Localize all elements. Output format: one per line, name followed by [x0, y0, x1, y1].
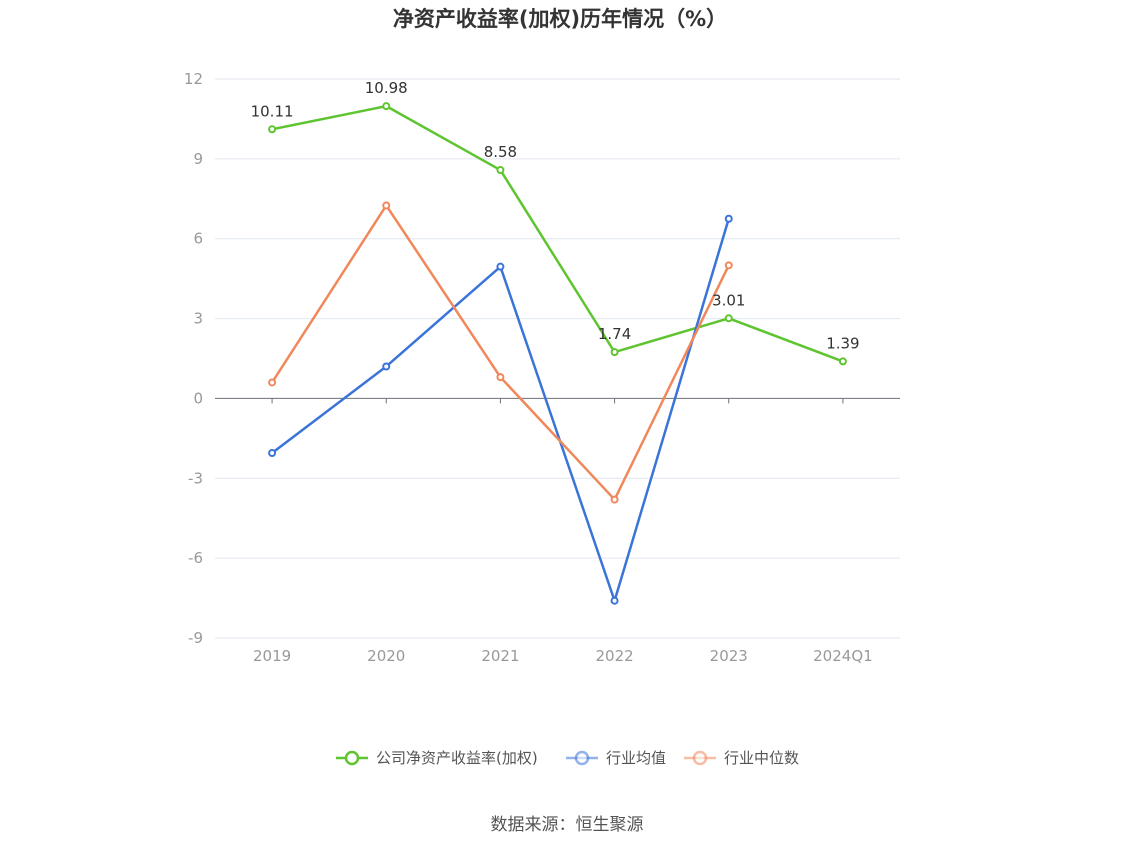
y-tick-label: 9 — [193, 150, 203, 168]
grid-lines — [215, 78, 900, 639]
legend-item-1[interactable]: 行业均值 — [566, 749, 666, 767]
legend-marker — [574, 750, 590, 766]
data-point[interactable] — [268, 448, 277, 457]
series-layer — [268, 102, 847, 605]
data-labels: 10.11 10.98 8.58 1.74 3.01 1.39 — [251, 79, 860, 352]
x-tick-label: 2022 — [595, 647, 633, 665]
data-label: 1.74 — [598, 325, 631, 343]
x-tick-label: 2020 — [367, 647, 405, 665]
data-point[interactable] — [496, 262, 505, 271]
data-point[interactable] — [724, 261, 733, 270]
data-label: 10.98 — [365, 79, 408, 97]
data-point[interactable] — [382, 362, 391, 371]
data-point[interactable] — [724, 314, 733, 323]
data-point[interactable] — [382, 102, 391, 111]
x-tick-label: 2023 — [710, 647, 748, 665]
data-point[interactable] — [496, 166, 505, 175]
legend-marker — [692, 750, 708, 766]
y-tick-label: 3 — [193, 310, 203, 328]
data-label: 10.11 — [251, 102, 294, 120]
series-line-2 — [271, 204, 730, 501]
series-line-0 — [271, 104, 844, 363]
data-point[interactable] — [268, 125, 277, 134]
data-point[interactable] — [610, 348, 619, 357]
y-tick-label: 6 — [193, 230, 203, 248]
data-point[interactable] — [724, 214, 733, 223]
y-tick-label: -9 — [188, 629, 203, 647]
data-label: 8.58 — [484, 143, 517, 161]
y-axis: 12 9 6 3 0 -3 -6 -9 — [184, 70, 203, 647]
y-tick-label: -6 — [188, 549, 203, 567]
legend-label: 行业均值 — [606, 749, 666, 767]
y-tick-label: 0 — [193, 389, 203, 407]
data-point[interactable] — [268, 378, 277, 387]
data-point[interactable] — [610, 495, 619, 504]
chart-title: 净资产收益率(加权)历年情况（%） — [393, 7, 727, 31]
data-point[interactable] — [610, 596, 619, 605]
x-tick-label: 2024Q1 — [813, 647, 873, 665]
data-label: 1.39 — [826, 334, 859, 352]
x-tick-label: 2021 — [481, 647, 519, 665]
data-label: 3.01 — [712, 291, 745, 309]
y-tick-label: -3 — [188, 469, 203, 487]
x-tick-label: 2019 — [253, 647, 291, 665]
legend-item-2[interactable]: 行业中位数 — [684, 749, 799, 767]
y-tick-label: 12 — [184, 70, 203, 88]
data-point[interactable] — [496, 373, 505, 382]
data-point[interactable] — [382, 201, 391, 210]
legend-item-0[interactable]: 公司净资产收益率(加权) — [336, 749, 538, 767]
legend-marker — [344, 750, 360, 766]
x-axis: 2019 2020 2021 2022 2023 2024Q1 — [253, 398, 873, 665]
legend-label: 行业中位数 — [724, 749, 799, 767]
legend[interactable]: 公司净资产收益率(加权) 行业均值 行业中位数 — [336, 749, 799, 767]
legend-label: 公司净资产收益率(加权) — [376, 749, 538, 767]
data-point[interactable] — [838, 357, 847, 366]
data-source: 数据来源：恒生聚源 — [491, 815, 644, 835]
